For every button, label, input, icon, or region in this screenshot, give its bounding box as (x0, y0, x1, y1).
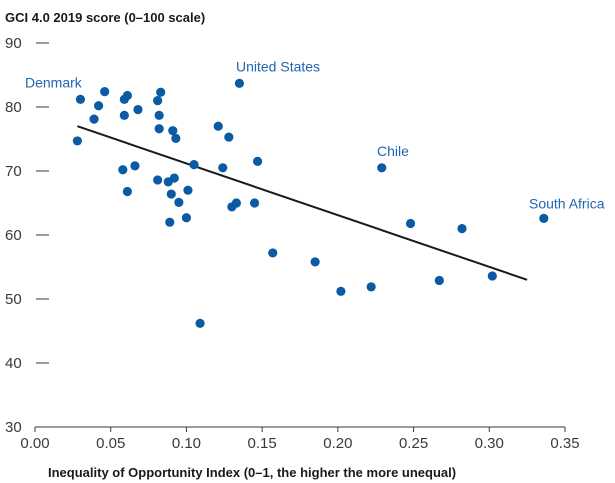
scatter-point (171, 133, 181, 143)
scatter-point (168, 126, 178, 136)
y-tick-label: 60 (5, 227, 22, 244)
scatter-point (457, 224, 467, 234)
scatter-point (165, 217, 175, 227)
scatter-point (366, 282, 376, 292)
scatter-point (253, 156, 263, 166)
y-axis-title: GCI 4.0 2019 score (0–100 scale) (5, 10, 205, 25)
x-tick-label: 0.20 (323, 435, 352, 452)
scatter-point (377, 163, 387, 173)
scatter-point (213, 121, 223, 131)
scatter-point (181, 213, 192, 223)
y-tick-label: 90 (5, 35, 22, 52)
scatter-point (183, 185, 193, 195)
scatter-point (94, 101, 104, 111)
x-tick-label: 0.25 (399, 435, 428, 452)
scatter-point (249, 198, 260, 208)
scatter-point (218, 163, 228, 173)
scatter-point (195, 318, 205, 328)
scatter-point (153, 175, 163, 185)
x-tick-label: 0.00 (20, 435, 49, 452)
x-axis: 0.00 0.05 0.10 0.15 0.20 0.25 0.30 0.35 (20, 426, 580, 452)
data-points (72, 78, 549, 328)
scatter-point (75, 94, 86, 104)
scatter-point (539, 213, 549, 223)
y-tick-label: 30 (5, 419, 22, 436)
scatter-point (336, 286, 346, 296)
scatter-point (166, 189, 176, 199)
y-tick-label: 40 (5, 355, 22, 372)
scatter-point (72, 136, 82, 146)
point-label: South Africa (529, 195, 605, 211)
scatter-point (268, 248, 278, 258)
y-tick-label: 80 (5, 99, 22, 116)
x-tick-label: 0.30 (475, 435, 504, 452)
scatter-point (169, 173, 179, 183)
scatter-point (224, 132, 234, 142)
scatter-point (89, 114, 99, 124)
y-tick-label: 50 (5, 291, 22, 308)
point-label: United States (236, 58, 320, 74)
scatter-point (174, 197, 184, 207)
x-tick-label: 0.15 (248, 435, 277, 452)
scatter-point (130, 161, 140, 171)
scatter-point (119, 110, 129, 120)
scatter-point (234, 78, 245, 88)
scatter-point (231, 198, 241, 208)
x-axis-title: Inequality of Opportunity Index (0–1, th… (48, 465, 456, 480)
scatter-point (310, 257, 320, 267)
trend-line (77, 125, 528, 281)
scatter-point (118, 165, 128, 175)
scatter-point (154, 124, 164, 134)
x-tick-label: 0.35 (550, 435, 579, 452)
scatter-point (122, 186, 132, 197)
scatter-point (122, 90, 132, 101)
scatter-point (100, 87, 110, 97)
y-tick-label: 70 (5, 163, 22, 180)
x-tick-label: 0.10 (172, 435, 201, 452)
scatter-point (153, 96, 163, 106)
scatter-point (405, 218, 416, 229)
scatter-point (189, 160, 199, 170)
point-label: Chile (377, 143, 409, 159)
scatter-point (133, 104, 143, 115)
scatter-point (154, 110, 164, 120)
x-tick-label: 0.05 (96, 435, 125, 452)
data-point-labels: Denmark United States Chile South Africa (25, 58, 605, 211)
scatter-point (156, 87, 166, 97)
scatter-point (434, 275, 444, 286)
point-label: Denmark (25, 74, 83, 90)
scatter-point (487, 271, 497, 281)
y-axis: 30 40 50 60 70 80 90 (5, 35, 49, 436)
